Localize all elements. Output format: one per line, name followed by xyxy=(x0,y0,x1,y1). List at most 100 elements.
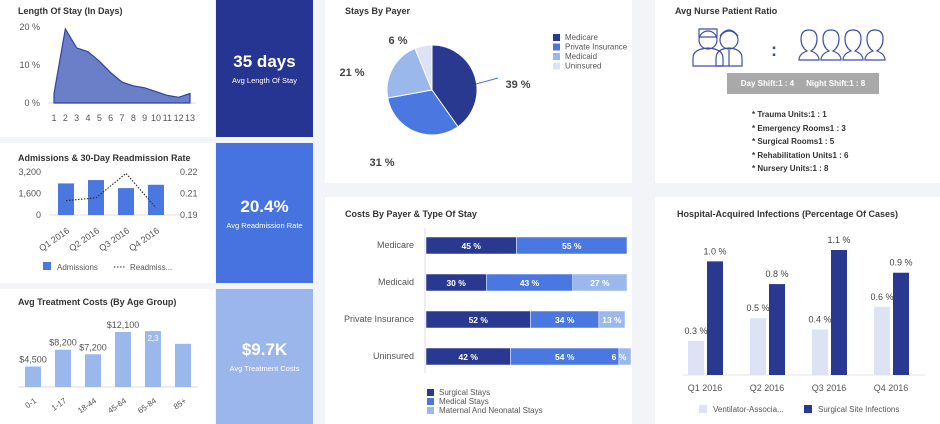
x-tick-label: 8 xyxy=(131,113,136,123)
kpi-value: 20.4% xyxy=(240,196,289,216)
stacked-bar-segment xyxy=(572,273,628,292)
chart-title: Costs By Payer & Type Of Stay xyxy=(345,209,477,219)
stacked-bar-segment xyxy=(618,347,632,366)
kpi-value: $9.7K xyxy=(241,340,288,359)
unit-ratios-list: * Trauma Units:1 : 1 * Emergency Rooms1 … xyxy=(752,108,848,176)
x-tick-label: Q2 2016 xyxy=(67,225,101,253)
data-label: 43 % xyxy=(520,278,540,288)
data-label: 0.5 % xyxy=(746,303,769,313)
data-label: 13 % xyxy=(602,315,622,325)
y-tick-label: 1,600 xyxy=(18,189,41,199)
admissions-bar xyxy=(58,183,74,215)
legend-label: Uninsured xyxy=(565,62,601,71)
data-label: 6 % xyxy=(612,352,627,362)
legend-label: Maternal And Neonatal Stays xyxy=(439,406,543,415)
y-tick-label: 0 % xyxy=(24,98,40,108)
day-shift-ratio: Day Shift:1 : 4 xyxy=(740,79,795,88)
legend-swatch-admissions xyxy=(43,262,51,270)
data-label: 27 % xyxy=(590,278,610,288)
data-label: 45 % xyxy=(462,241,482,251)
pie-slice xyxy=(386,47,433,99)
x-tick-label: Q4 2016 xyxy=(874,383,909,393)
x-tick-label: Q1 2016 xyxy=(37,225,71,253)
admissions-bar xyxy=(148,184,164,215)
kpi-label: Avg Length Of Stay xyxy=(232,76,297,85)
x-tick-label: 65-84 xyxy=(136,396,158,415)
infection-bar xyxy=(831,250,847,375)
x-tick-label: 2 xyxy=(63,113,68,123)
x-tick-label: 0-1 xyxy=(24,396,39,410)
legend-swatch xyxy=(427,398,434,405)
chart-title: Hospital-Acquired Infections (Percentage… xyxy=(677,209,899,219)
infection-bar xyxy=(812,329,828,375)
nurse-ratio-title: Avg Nurse Patient Ratio xyxy=(675,6,778,16)
unit-ratio: * Rehabilitation Units1 : 6 xyxy=(752,150,849,160)
data-label: 1.0 % xyxy=(703,246,726,256)
data-label: $12,100 xyxy=(107,320,140,330)
y-tick-label: Uninsured xyxy=(373,351,414,361)
data-label: 2,3 xyxy=(147,334,159,343)
infections-panel xyxy=(655,197,940,424)
cost-bar xyxy=(115,332,131,387)
cost-bar xyxy=(25,366,41,387)
infection-bar xyxy=(750,318,766,375)
legend-label: Private Insurance xyxy=(565,43,628,52)
infection-bar xyxy=(769,284,785,375)
chart-title: Avg Treatment Costs (By Age Group) xyxy=(18,297,177,307)
data-label: 34 % xyxy=(555,315,575,325)
x-tick-label: 1-17 xyxy=(50,396,69,413)
chart-title: Admissions & 30-Day Readmission Rate xyxy=(18,153,191,163)
data-label: 0.6 % xyxy=(870,292,893,302)
length-of-stay-panel xyxy=(0,0,215,137)
legend-swatch xyxy=(553,62,560,70)
x-tick-label: Q3 2016 xyxy=(812,383,847,393)
kpi-value: 35 days xyxy=(233,52,296,71)
legend-label: Medical Stays xyxy=(439,397,489,406)
data-label: 30 % xyxy=(446,278,466,288)
y-tick-label: 20 % xyxy=(19,22,40,32)
x-tick-label: 6 xyxy=(108,113,113,123)
data-label: $7,200 xyxy=(79,342,107,352)
legend-swatch xyxy=(427,389,434,396)
x-tick-label: Q4 2016 xyxy=(127,225,161,253)
kpi-readmission-rate: 20.4% Avg Readmission Rate xyxy=(216,143,313,283)
x-tick-label: 12 xyxy=(174,113,184,123)
data-label: 0.3 % xyxy=(684,326,707,336)
x-tick-label: 18-44 xyxy=(76,396,98,415)
pie-label: 6 % xyxy=(389,35,408,47)
unit-ratio: * Trauma Units:1 : 1 xyxy=(752,110,827,119)
legend-label: Medicaid xyxy=(565,52,597,61)
data-label: 55 % xyxy=(562,241,582,251)
legend-label: Surgical Stays xyxy=(439,388,490,397)
x-tick-label: 5 xyxy=(97,113,102,123)
data-label: 0.9 % xyxy=(889,258,912,268)
unit-ratio: * Emergency Rooms1 : 3 xyxy=(752,123,846,133)
infection-bar xyxy=(707,261,723,375)
unit-ratio: * Nursery Units:1 : 8 xyxy=(752,164,829,173)
pie-slice xyxy=(387,89,459,136)
infection-bar xyxy=(688,340,704,375)
x-tick-label: 13 xyxy=(185,113,195,123)
y-tick-label: 3,200 xyxy=(18,167,41,177)
legend-label: Admissions xyxy=(57,263,98,272)
legend-swatch xyxy=(553,43,560,51)
x-tick-label: 85+ xyxy=(172,396,189,411)
y2-tick-label: 0.22 xyxy=(180,167,198,177)
stacked-bar-segment xyxy=(598,310,626,329)
legend-swatch xyxy=(804,405,812,413)
chart-title: Length Of Stay (In Days) xyxy=(18,6,123,16)
x-tick-label: 11 xyxy=(163,113,172,123)
x-tick-label: 10 xyxy=(151,113,161,123)
x-tick-label: 45-64 xyxy=(106,396,128,415)
data-label: 0.8 % xyxy=(765,269,788,279)
x-tick-label: 4 xyxy=(85,113,90,123)
stays-by-payer-panel xyxy=(325,0,632,183)
infection-bar xyxy=(893,272,909,375)
x-tick-label: 1 xyxy=(51,113,56,123)
area-series xyxy=(53,27,191,104)
readmission-line xyxy=(65,172,157,209)
legend-swatch xyxy=(427,407,434,414)
kpi-label: Avg Treatment Costs xyxy=(229,364,300,373)
legend-label: Ventilator-Associa... xyxy=(713,405,784,414)
